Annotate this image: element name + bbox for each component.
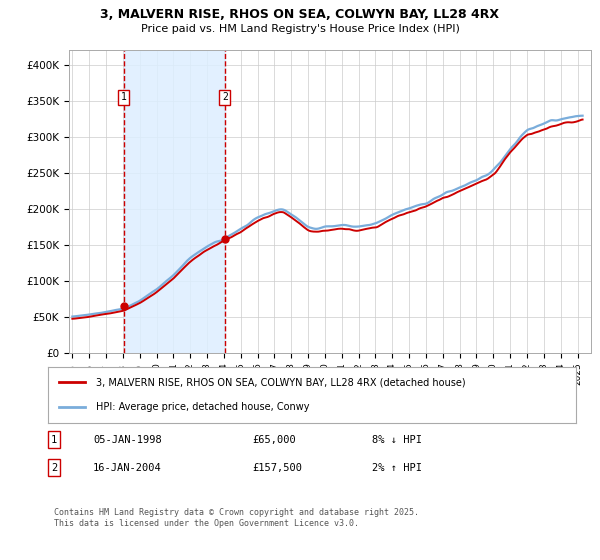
Text: £157,500: £157,500 [252,463,302,473]
Text: 3, MALVERN RISE, RHOS ON SEA, COLWYN BAY, LL28 4RX: 3, MALVERN RISE, RHOS ON SEA, COLWYN BAY… [101,8,499,21]
Text: 2% ↑ HPI: 2% ↑ HPI [372,463,422,473]
Text: 1: 1 [121,92,127,102]
Text: Price paid vs. HM Land Registry's House Price Index (HPI): Price paid vs. HM Land Registry's House … [140,24,460,34]
Text: 2: 2 [51,463,57,473]
Text: 8% ↓ HPI: 8% ↓ HPI [372,435,422,445]
Text: £65,000: £65,000 [252,435,296,445]
Text: 1: 1 [51,435,57,445]
Bar [124,50,225,353]
Text: Contains HM Land Registry data © Crown copyright and database right 2025.
This d: Contains HM Land Registry data © Crown c… [54,508,419,528]
Text: HPI: Average price, detached house, Conwy: HPI: Average price, detached house, Conw… [95,402,309,412]
Text: 05-JAN-1998: 05-JAN-1998 [93,435,162,445]
Text: 3, MALVERN RISE, RHOS ON SEA, COLWYN BAY, LL28 4RX (detached house): 3, MALVERN RISE, RHOS ON SEA, COLWYN BAY… [95,377,465,388]
Text: 2: 2 [222,92,227,102]
Text: 16-JAN-2004: 16-JAN-2004 [93,463,162,473]
